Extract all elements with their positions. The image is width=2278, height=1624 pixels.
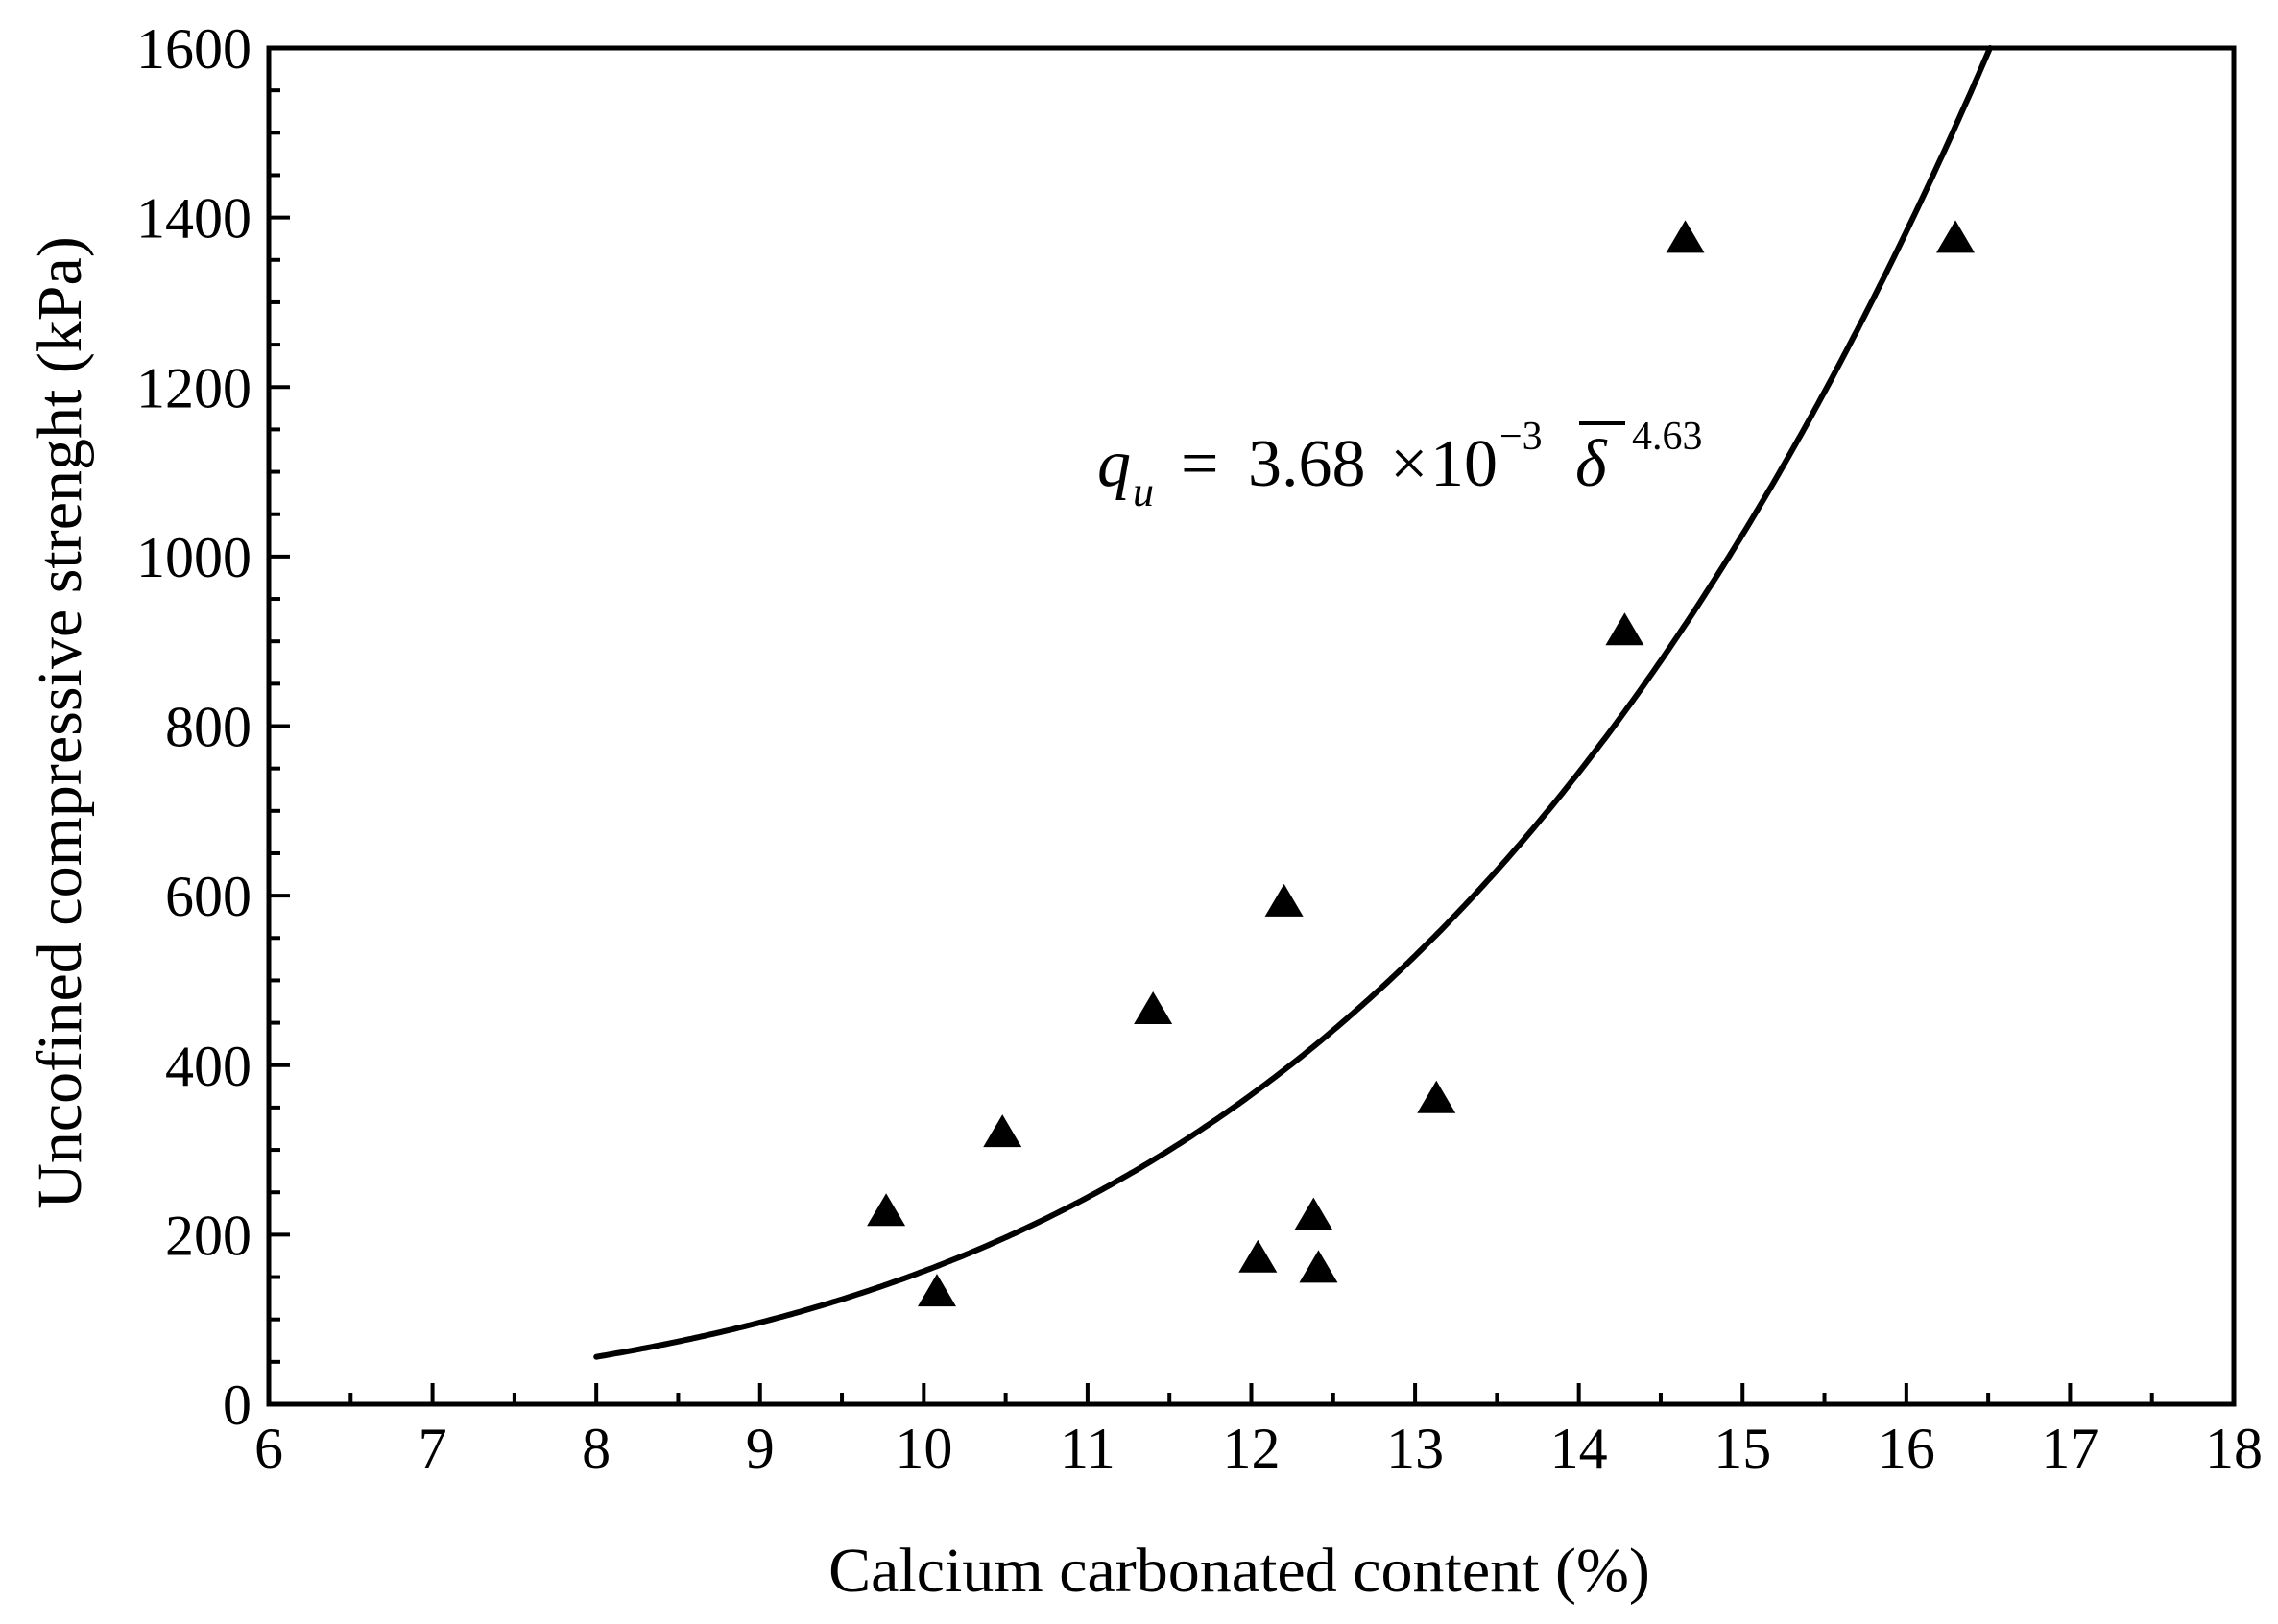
y-tick-label: 0 [223, 1373, 252, 1437]
data-point [1264, 883, 1304, 917]
equation-exponent: −3 [1499, 415, 1543, 459]
equation-variable-exponent: 4.63 [1632, 415, 1703, 459]
equation-times: × [1390, 427, 1427, 501]
data-points [867, 220, 1976, 1307]
x-tick-label: 11 [1060, 1417, 1115, 1480]
y-tick-label: 600 [165, 865, 252, 928]
y-tick-labels: 0 200 400 600 800 1000 1200 1400 1600 [136, 17, 252, 1437]
x-tick-label: 13 [1386, 1417, 1444, 1480]
x-tick-label: 18 [2205, 1417, 2263, 1480]
x-tick-label: 12 [1223, 1417, 1281, 1480]
y-tick-label: 1600 [136, 17, 252, 81]
x-tick-label: 15 [1714, 1417, 1771, 1480]
data-point [1417, 1080, 1456, 1113]
data-point [983, 1114, 1022, 1148]
equation-variable: δ [1575, 427, 1608, 501]
y-tick-label: 200 [165, 1204, 252, 1267]
x-tick-label: 8 [582, 1417, 611, 1480]
y-tick-label: 400 [165, 1035, 252, 1098]
y-tick-label: 1200 [136, 356, 252, 419]
x-tick-label: 14 [1550, 1417, 1608, 1480]
y-tick-label: 1400 [136, 187, 252, 251]
fit-equation: q u = 3.68 × 10 −3 δ 4.63 [1097, 415, 1703, 515]
x-tick-label: 17 [2041, 1417, 2098, 1480]
y-axis-title: Uncofined compressive strenght (kPa) [25, 236, 95, 1209]
x-tick-label: 7 [419, 1417, 447, 1480]
equation-lhs-subscript: u [1133, 468, 1154, 515]
y-tick-label: 1000 [136, 526, 252, 589]
x-tick-label: 9 [746, 1417, 775, 1480]
x-tick-label: 10 [895, 1417, 952, 1480]
plot-frame [266, 45, 2237, 1407]
data-point [867, 1193, 906, 1227]
equation-equals: = [1181, 427, 1218, 501]
data-point [1666, 220, 1705, 253]
x-axis-title: Calcium carbonated content (%) [828, 1536, 1650, 1606]
fit-curve [593, 45, 1993, 1360]
data-point [1299, 1250, 1338, 1283]
y-tick-label: 800 [165, 696, 252, 759]
equation-lhs: q [1097, 427, 1131, 501]
data-point [1605, 612, 1644, 646]
data-point [1936, 220, 1976, 253]
x-tick-labels: 6 7 8 9 10 11 12 13 14 15 16 17 18 [254, 1417, 2263, 1480]
equation-base: 10 [1430, 427, 1498, 501]
data-point [1294, 1197, 1333, 1230]
data-point [1238, 1239, 1278, 1273]
x-tick-label: 16 [1878, 1417, 1935, 1480]
x-tick-label: 6 [254, 1417, 283, 1480]
data-point [1134, 991, 1173, 1025]
data-point [917, 1274, 956, 1307]
equation-coefficient: 3.68 [1248, 427, 1366, 501]
